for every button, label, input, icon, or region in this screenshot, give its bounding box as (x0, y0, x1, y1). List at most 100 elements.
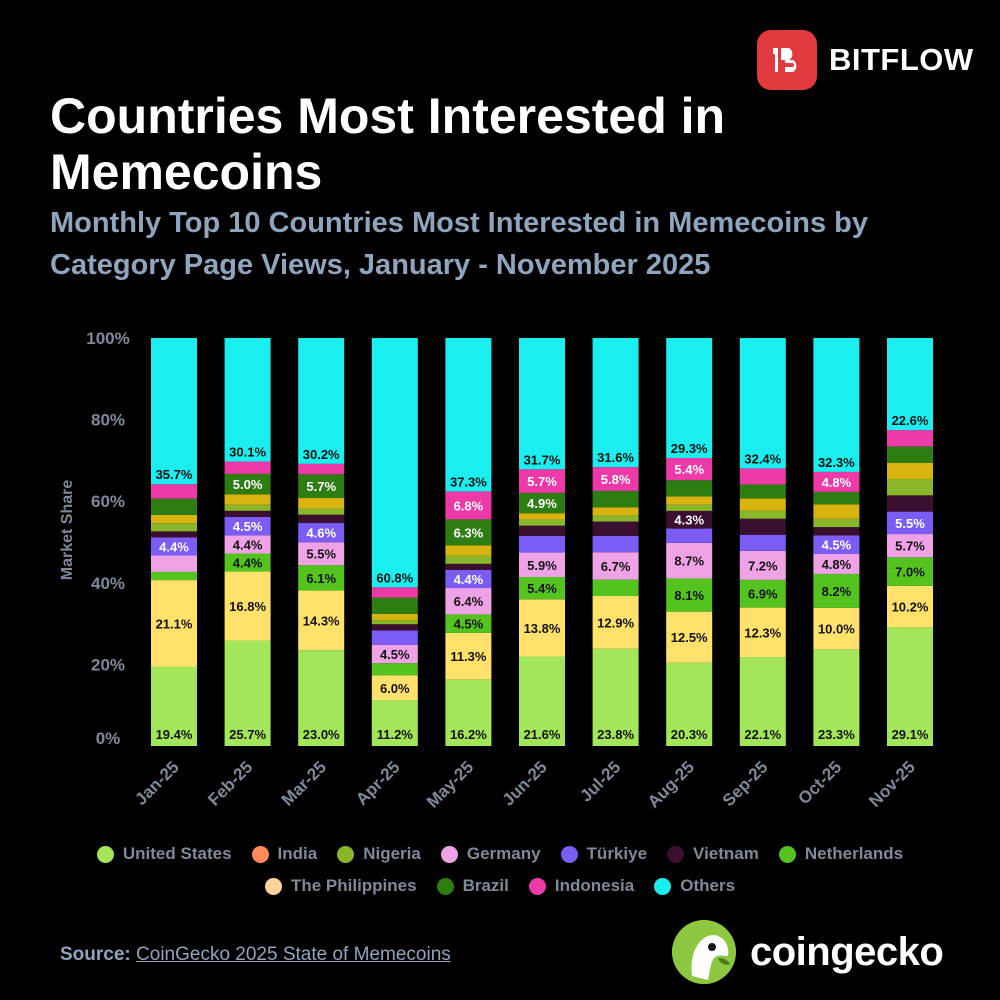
bar-segment (739, 468, 786, 485)
data-label: 16.2% (450, 727, 487, 742)
source-line: Source: CoinGecko 2025 State of Memecoin… (60, 944, 451, 966)
data-label-bg (300, 611, 343, 630)
legend-label: Nigeria (363, 844, 421, 863)
data-label: 5.9% (527, 558, 557, 573)
data-label: 6.0% (380, 681, 410, 696)
bar-segment (666, 504, 713, 511)
data-label-bg (447, 472, 490, 491)
x-tick-label: Mar-25 (278, 757, 330, 809)
data-label-bg (230, 535, 265, 554)
source-link[interactable]: CoinGecko 2025 State of Memecoins (136, 944, 451, 965)
data-label-bg (226, 725, 269, 743)
data-label: 37.3% (450, 474, 487, 489)
data-label: 22.6% (892, 413, 929, 428)
legend-swatch (264, 877, 282, 895)
brand: BITFLOW (757, 30, 974, 90)
data-label-bg (819, 554, 854, 573)
legend-swatch (667, 845, 685, 863)
y-tick-label: 20% (91, 655, 125, 674)
legend-label: Vietnam (693, 844, 759, 863)
legend-label: United States (122, 844, 232, 863)
bar-segment (813, 518, 860, 528)
data-label: 22.1% (744, 727, 781, 742)
data-label-bg (230, 517, 265, 536)
data-label-bg (153, 725, 195, 743)
data-label: 30.2% (303, 447, 340, 462)
bar-segment (592, 515, 639, 522)
bar-segment (813, 504, 860, 519)
bar-segment (739, 518, 786, 535)
data-label: 4.5% (822, 538, 852, 553)
data-label: 19.4% (156, 727, 193, 742)
legend-item: India (251, 844, 317, 864)
data-label: 10.2% (892, 600, 929, 615)
data-label-bg (819, 535, 854, 554)
bar-segment (151, 523, 197, 532)
data-label: 7.0% (895, 565, 925, 580)
y-tick-label: 0% (96, 729, 121, 748)
bar-segment (298, 338, 345, 464)
x-tick-label: Sep-25 (719, 757, 772, 810)
legend-item: Vietnam (667, 844, 759, 864)
data-label: 4.4% (233, 537, 263, 552)
bar-segment (739, 534, 786, 551)
bar-segment (151, 514, 197, 524)
bar-segment (151, 498, 197, 515)
legend-item: The Philippines (264, 876, 417, 896)
bar-segment (813, 338, 860, 472)
bar-segment (224, 461, 271, 474)
data-label: 6.8% (454, 498, 484, 513)
x-tick-label: Jan-25 (131, 757, 183, 809)
data-label-bg (594, 448, 637, 467)
data-label: 23.0% (303, 727, 340, 742)
legend-swatch (251, 845, 269, 863)
bar-segment (151, 484, 197, 499)
data-label-bg (594, 725, 637, 743)
data-label: 4.4% (159, 540, 189, 555)
data-label-bg (672, 460, 707, 479)
bar-segment (371, 624, 418, 631)
data-label: 4.4% (454, 572, 484, 587)
x-tick-label: Aug-25 (644, 757, 698, 811)
coingecko-brand: coingecko (672, 920, 944, 984)
legend-label: Brazil (462, 876, 509, 895)
data-label: 4.5% (454, 617, 484, 632)
data-label-bg (672, 586, 707, 605)
bar-segment (224, 510, 271, 517)
x-tick-label: May-25 (423, 757, 477, 811)
data-label-bg (524, 494, 560, 513)
y-tick-label: 80% (91, 411, 125, 430)
data-label-bg (741, 623, 784, 642)
legend-swatch (337, 845, 355, 863)
data-label-bg (304, 568, 339, 587)
data-label-bg (892, 513, 928, 532)
bar-segment (298, 463, 345, 475)
bar-segment (666, 480, 713, 497)
data-label-bg (304, 544, 339, 563)
data-label: 4.5% (380, 647, 410, 662)
data-label: 60.8% (376, 570, 413, 585)
data-label: 32.4% (744, 451, 781, 466)
bitflow-logo-icon (757, 30, 817, 90)
data-label-bg (819, 581, 854, 600)
legend-item: Germany (440, 844, 541, 864)
y-tick-label: 40% (91, 574, 125, 593)
legend-swatch (436, 877, 454, 895)
bar-segment (371, 620, 418, 625)
y-tick-label: 100% (86, 329, 129, 348)
bar-segment (592, 338, 639, 468)
bar-segment (739, 510, 786, 519)
data-label: 8.1% (674, 588, 704, 603)
data-label-bg (889, 725, 931, 743)
x-tick-label: Oct-25 (794, 757, 845, 808)
legend-item: Türkiye (560, 844, 647, 864)
legend-label: Indonesia (554, 876, 635, 895)
data-label-bg (524, 472, 560, 491)
data-label: 29.3% (671, 441, 708, 456)
bar-segment (519, 525, 565, 536)
legend-swatch (528, 877, 546, 895)
legend-label: Netherlands (804, 844, 904, 863)
data-label: 5.0% (233, 477, 263, 492)
bar-segment (445, 338, 492, 492)
data-label: 6.3% (454, 525, 484, 540)
